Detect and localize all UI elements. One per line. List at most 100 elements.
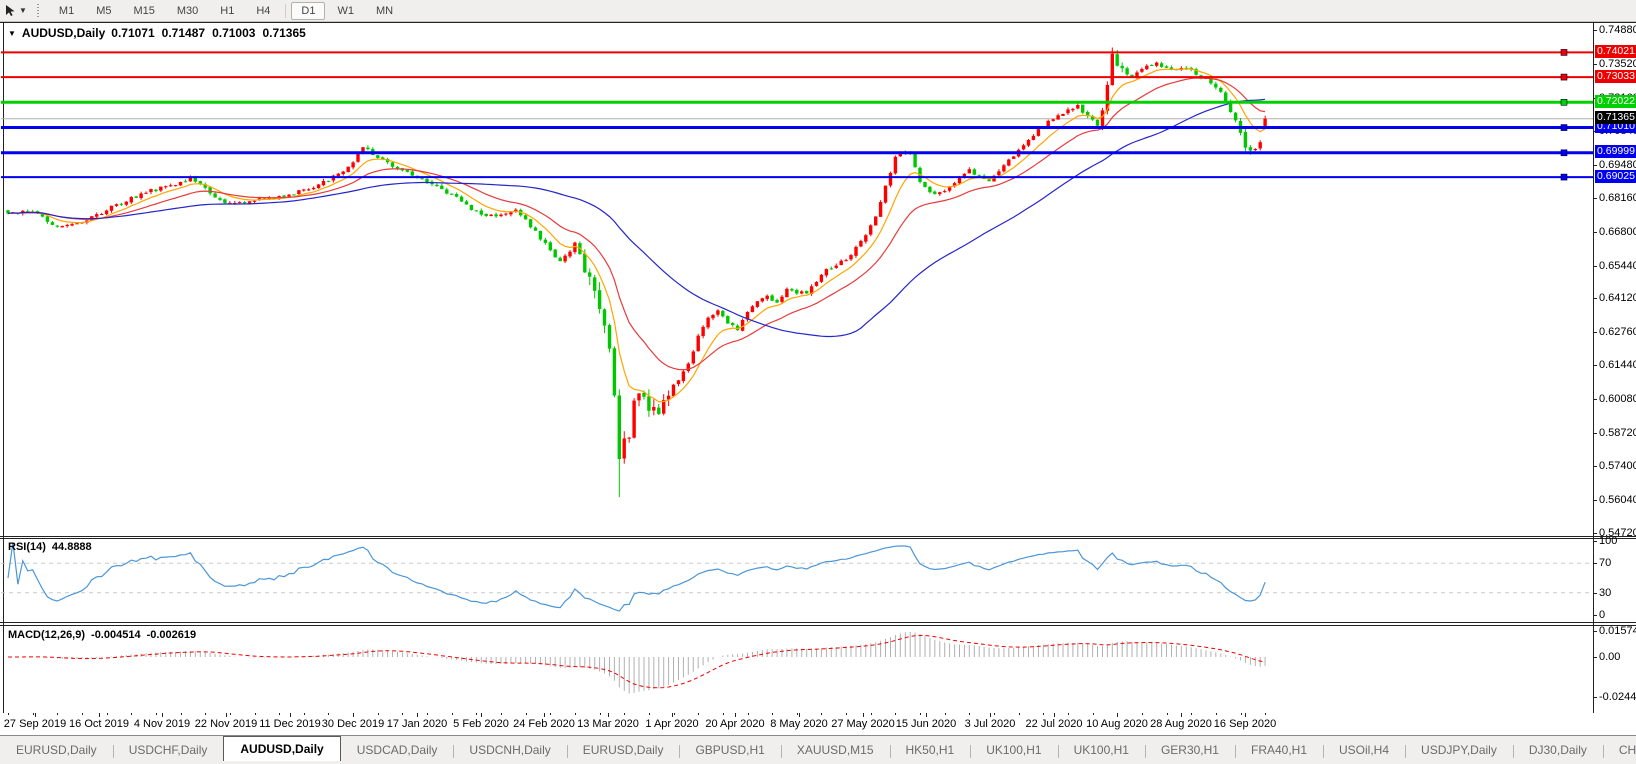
chart-title: ▼ AUDUSD,Daily 0.71071 0.71487 0.71003 0… xyxy=(8,26,306,40)
minor-tick-mark xyxy=(328,713,329,715)
macd-tick-mark xyxy=(1594,697,1597,698)
minor-tick-mark xyxy=(1142,713,1143,715)
price-tick-label: 0.69480 xyxy=(1599,159,1636,171)
date-label: 22 Nov 2019 xyxy=(194,718,258,730)
minor-tick-mark xyxy=(1191,713,1192,715)
line-handle xyxy=(1560,173,1568,181)
symbol-tab-gbpusd-h1[interactable]: GBPUSD,H1 xyxy=(679,739,780,762)
price-axis[interactable]: 0.748800.735200.721600.708400.694800.681… xyxy=(1594,22,1636,713)
minor-tick-mark xyxy=(969,713,970,715)
ma-fast-line xyxy=(7,68,1266,403)
price-tick-mark xyxy=(1594,399,1597,400)
price-tick-label: 0.60080 xyxy=(1599,393,1636,405)
timeframe-toolbar: ▼ M1 M5 M15 M30 H1 H4 D1 W1 MN xyxy=(0,0,1636,22)
time-axis[interactable]: 27 Sep 2019 16 Oct 2019 4 Nov 2019 22 Nov 2… xyxy=(0,713,1636,735)
timeframe-button-w1[interactable]: W1 xyxy=(337,4,354,17)
minor-tick-mark xyxy=(994,713,995,715)
symbol-tab-hk50-h1[interactable]: HK50,H1 xyxy=(889,739,971,762)
symbol-tab-usdjpy-daily[interactable]: USDJPY,Daily xyxy=(1405,739,1513,762)
date-tick-mark xyxy=(608,713,609,717)
minor-tick-mark xyxy=(501,713,502,715)
line-handle xyxy=(1560,149,1568,157)
timeframe-button-h4[interactable]: H4 xyxy=(256,4,271,17)
line-handle xyxy=(1560,73,1568,81)
macd-indicator-chart[interactable] xyxy=(1,626,1593,713)
minor-tick-mark xyxy=(1265,713,1266,715)
price-tick-mark xyxy=(1594,466,1597,467)
symbol-tab-audusd-daily[interactable]: AUDUSD,Daily xyxy=(223,736,341,762)
price-tick-mark xyxy=(1594,533,1597,534)
date-tick-mark xyxy=(1117,713,1118,717)
date-label: 16 Sep 2020 xyxy=(1213,718,1277,730)
symbol-tab-usdchf-daily[interactable]: USDCHF,Daily xyxy=(112,739,224,762)
symbol-tab-eurusd-daily[interactable]: EURUSD,Daily xyxy=(16,743,97,757)
minor-tick-mark xyxy=(624,713,625,715)
chart-dropdown-icon[interactable]: ▼ xyxy=(8,28,16,38)
timeframe-button-m15[interactable]: M15 xyxy=(133,4,155,17)
date-tick-mark xyxy=(1181,713,1182,717)
timeframe-button-m5[interactable]: M5 xyxy=(96,4,112,17)
chevron-down-icon: ▼ xyxy=(19,6,27,15)
ma-slow-line xyxy=(7,98,1266,338)
symbol-tab-xauusd-m15[interactable]: XAUUSD,M15 xyxy=(780,739,890,762)
timeframe-button-h1[interactable]: H1 xyxy=(220,4,235,17)
date-tick-mark xyxy=(863,713,864,717)
date-tick-mark xyxy=(226,713,227,717)
chart-frame-top xyxy=(0,22,1636,23)
price-tick-label: 0.65440 xyxy=(1599,260,1636,272)
price-level-badge: 0.72022 xyxy=(1595,95,1636,108)
main-panel-bottom-border xyxy=(0,536,1636,537)
price-tick-label: 0.68160 xyxy=(1599,192,1636,204)
price-tick-label: 0.62760 xyxy=(1599,326,1636,338)
rsi-label: RSI(14) 44.8888 xyxy=(8,541,92,553)
timeframe-button-d1[interactable]: D1 xyxy=(291,1,326,20)
price-tick-label: 0.74880 xyxy=(1599,24,1636,36)
macd-tick-mark xyxy=(1594,657,1597,658)
date-label: 5 Feb 2020 xyxy=(453,718,509,730)
symbol-tab-uk100-h1[interactable]: UK100,H1 xyxy=(1057,739,1145,762)
minor-tick-mark xyxy=(698,713,699,715)
symbol-tab-fra40-h1[interactable]: FRA40,H1 xyxy=(1234,739,1323,762)
macd-signal-value: -0.002619 xyxy=(146,629,197,641)
symbol-tab-usoil-h4[interactable]: USOil,H4 xyxy=(1323,739,1405,762)
timeframe-button-mn[interactable]: MN xyxy=(375,4,394,17)
rsi-scale-label: 30 xyxy=(1599,587,1612,599)
main-price-chart[interactable] xyxy=(1,23,1593,536)
low-value: 0.71003 xyxy=(212,26,256,40)
date-tick-mark xyxy=(353,713,354,717)
rsi-tick-mark xyxy=(1594,541,1597,542)
symbol-tab-usdcnh-daily[interactable]: USDCNH,Daily xyxy=(453,739,566,762)
date-label: 4 Nov 2019 xyxy=(133,718,191,730)
date-tick-mark xyxy=(544,713,545,717)
date-tick-mark xyxy=(99,713,100,717)
minor-tick-mark xyxy=(526,713,527,715)
price-tick-mark xyxy=(1594,298,1597,299)
date-tick-mark xyxy=(799,713,800,717)
date-label: 22 Jul 2020 xyxy=(1025,718,1083,730)
symbol-tab-china300-h1[interactable]: CHINA300,H1 xyxy=(1602,739,1636,762)
minor-tick-mark xyxy=(1043,713,1044,715)
date-label: 16 Oct 2019 xyxy=(69,718,129,730)
symbol-tab-ger30-h1[interactable]: GER30,H1 xyxy=(1144,739,1235,762)
date-tick-mark xyxy=(926,713,927,717)
rsi-indicator-chart[interactable] xyxy=(1,539,1593,622)
rsi-value: 44.8888 xyxy=(51,541,92,553)
symbol-tab-dj30-daily[interactable]: DJ30,Daily xyxy=(1512,739,1603,762)
symbol-tab-uk100-h1[interactable]: UK100,H1 xyxy=(970,739,1057,762)
timeframe-button-m1[interactable]: M1 xyxy=(58,4,75,17)
rsi-panel-top-border xyxy=(0,538,1636,539)
toolbar-grip[interactable] xyxy=(36,3,40,18)
symbol-tab-eurusd-daily[interactable]: EURUSD,Daily xyxy=(566,739,680,762)
open-value: 0.71071 xyxy=(111,26,155,40)
timeframe-button-m30[interactable]: M30 xyxy=(176,4,199,17)
cursor-tool-button[interactable]: ▼ xyxy=(0,2,31,20)
price-tick-mark xyxy=(1594,266,1597,267)
price-tick-label: 0.64120 xyxy=(1599,292,1636,304)
minor-tick-mark xyxy=(649,713,650,715)
price-level-badge: 0.73033 xyxy=(1595,70,1636,83)
minor-tick-mark xyxy=(230,713,231,715)
symbol-tab-usdcad-daily[interactable]: USDCAD,Daily xyxy=(356,743,438,757)
minor-tick-mark xyxy=(205,713,206,715)
price-level-badge: 0.74021 xyxy=(1595,45,1636,58)
